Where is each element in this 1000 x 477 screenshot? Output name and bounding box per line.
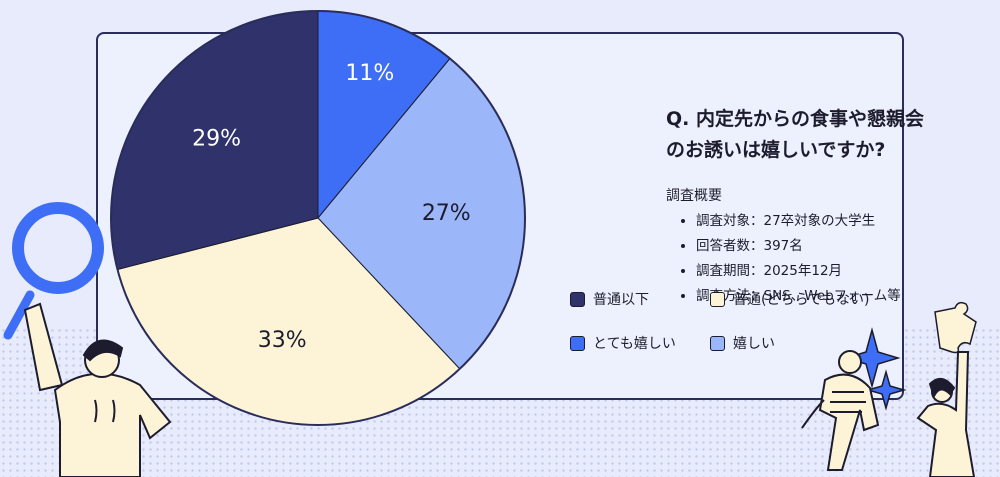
overview-item-method: 調査方法：SNS、Webフォーム等 xyxy=(696,284,1000,309)
legend-item-normal: 普通(どちらでもない) xyxy=(710,289,870,309)
legend-swatch xyxy=(710,291,725,307)
legend-item-happy: 嬉しい xyxy=(710,333,775,353)
overview-item-respondents: 回答者数：397名 xyxy=(696,234,1000,259)
slice-label-1: 27% xyxy=(422,201,471,226)
overview-list: 調査対象：27卒対象の大学生 回答者数：397名 調査期間：2025年12月 調… xyxy=(666,209,1000,309)
puzzle-people-illustration xyxy=(801,301,977,477)
chart-title-line-1: Q. 内定先からの食事や懇親会 xyxy=(666,108,924,130)
overview-heading: 調査概要 xyxy=(666,188,722,204)
chart-title-line-2: のお誘いは嬉しいですか? xyxy=(666,139,886,161)
legend-label: とても嬉しい xyxy=(593,336,676,352)
legend-item-very-happy: とても嬉しい xyxy=(570,333,676,353)
chart-title: Q. 内定先からの食事や懇親会 のお誘いは嬉しいですか? xyxy=(666,104,1000,166)
person-figure xyxy=(23,302,172,477)
magnifying-glass-icon xyxy=(3,202,104,340)
slice-label-3: 29% xyxy=(192,126,241,151)
chart-info: Q. 内定先からの食事や懇親会 のお誘いは嬉しいですか? 調査概要 調査対象：2… xyxy=(666,104,1000,309)
legend-swatch xyxy=(710,335,725,351)
legend-label: 嬉しい xyxy=(733,336,775,352)
legend-swatch xyxy=(570,335,585,351)
pie-outline xyxy=(110,10,526,426)
slice-label-0: 11% xyxy=(345,61,394,86)
puzzle-piece-icon xyxy=(934,301,977,354)
overview-item-period: 調査期間：2025年12月 xyxy=(696,259,1000,284)
legend-label: 普通以下 xyxy=(593,292,649,308)
magnifier-person-illustration xyxy=(3,202,172,477)
overview-item-target: 調査対象：27卒対象の大学生 xyxy=(696,209,1000,234)
legend-label: 普通(どちらでもない) xyxy=(733,292,870,308)
legend-swatch xyxy=(570,291,585,307)
slice-label-2: 33% xyxy=(258,328,307,353)
legend-item-below-normal: 普通以下 xyxy=(570,289,649,309)
person-figure xyxy=(916,351,976,477)
person-figure xyxy=(801,350,880,471)
sparkle-icon xyxy=(843,327,907,411)
